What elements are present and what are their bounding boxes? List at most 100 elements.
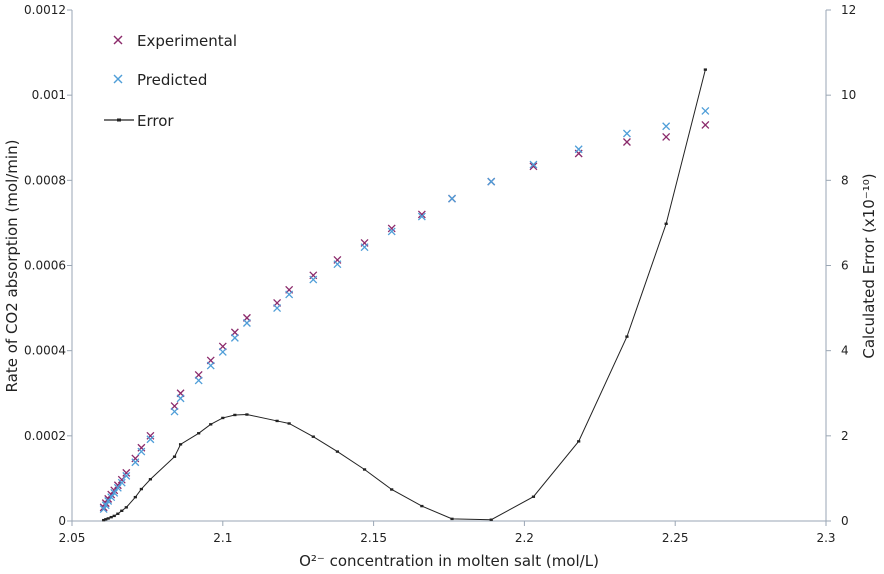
legend-label-error: Error — [137, 112, 174, 130]
error-point — [450, 517, 454, 521]
predicted-point — [206, 361, 215, 370]
experimental-point — [131, 454, 140, 463]
error-point — [116, 512, 120, 515]
predicted-point — [662, 122, 671, 131]
error-point — [148, 478, 153, 481]
experimental-point — [113, 481, 122, 490]
y2-tick-label: 2 — [841, 429, 849, 443]
error-point — [625, 335, 629, 338]
y-tick-label: 0.0004 — [24, 344, 66, 358]
experimental-point — [387, 224, 396, 233]
predicted-point — [333, 260, 342, 269]
y-tick-label: 0.0006 — [24, 259, 66, 273]
predicted-point — [273, 304, 282, 313]
predicted-point — [701, 106, 710, 115]
series-experimental — [99, 121, 710, 512]
error-point — [221, 416, 225, 420]
error-point — [197, 432, 201, 435]
predicted-point — [218, 347, 227, 356]
x-tick-label: 2.3 — [816, 531, 835, 545]
experimental-point — [146, 431, 155, 440]
experimental-point — [137, 443, 146, 452]
x-tick-label: 2.15 — [360, 531, 387, 545]
experimental-point — [701, 121, 710, 129]
x-tick-label: 2.25 — [662, 531, 689, 545]
error-point — [311, 435, 315, 438]
x-tick-label: 2.2 — [515, 531, 534, 545]
experimental-point — [110, 486, 119, 495]
legend-marker-error — [104, 118, 134, 122]
predicted-point — [101, 501, 110, 510]
error-point — [703, 68, 707, 71]
error-point — [245, 413, 249, 416]
legend-label-predicted: Predicted — [137, 71, 207, 89]
predicted-point — [122, 471, 131, 480]
experimental-point — [662, 132, 671, 141]
predicted-point — [622, 129, 631, 138]
predicted-point — [285, 290, 294, 299]
error-point — [664, 222, 668, 225]
error-point — [112, 514, 116, 518]
error-point — [139, 487, 143, 491]
error-point — [362, 468, 367, 471]
predicted-point — [487, 177, 496, 186]
y-tick-label: 0.0002 — [24, 429, 66, 443]
predicted-point — [170, 407, 179, 416]
experimental-point — [417, 210, 426, 219]
error-point — [172, 455, 177, 458]
legend: Experimental Predicted Error — [104, 32, 237, 130]
points-layer — [99, 106, 710, 514]
predicted-point — [107, 493, 116, 502]
error-point — [124, 506, 128, 509]
error-point — [178, 443, 183, 446]
error-point — [577, 440, 581, 443]
error-point — [489, 518, 493, 521]
error-point — [133, 495, 137, 499]
error-point — [287, 422, 291, 425]
error-line — [103, 69, 706, 521]
predicted-point — [360, 243, 369, 252]
predicted-point — [230, 333, 239, 342]
legend-marker-experimental — [113, 35, 123, 45]
predicted-point — [387, 227, 396, 236]
x-tick-label: 2.05 — [59, 531, 86, 545]
error-point — [233, 413, 237, 417]
predicted-point — [448, 194, 456, 203]
predicted-point — [99, 505, 108, 514]
predicted-point — [110, 488, 119, 497]
y-tick-label: 0.001 — [32, 88, 66, 102]
experimental-point — [622, 138, 631, 146]
predicted-point — [117, 478, 126, 487]
error-point — [275, 419, 279, 423]
y-tick-label: 0.0012 — [24, 3, 66, 17]
error-point — [109, 515, 113, 519]
y2-tick-label: 12 — [841, 3, 856, 17]
y2-axis-title: Calculated Error (x10⁻¹⁰) — [860, 173, 878, 358]
predicted-point — [146, 435, 155, 444]
error-point — [420, 504, 424, 508]
error-point — [106, 517, 110, 520]
y2-tick-label: 10 — [841, 88, 856, 102]
experimental-point — [122, 468, 131, 477]
predicted-point — [417, 212, 426, 221]
predicted-point — [529, 160, 538, 169]
ticks: 2.05 2.1 2.15 2.2 2.25 2.3 0 0.0002 0.0004 0.0006… — [24, 3, 856, 545]
predicted-point — [131, 458, 140, 467]
series-predicted — [99, 106, 710, 514]
y2-tick-label: 4 — [841, 344, 849, 358]
x-tick-label: 2.1 — [213, 531, 232, 545]
x-axis-title: O²⁻ concentration in molten salt (mol/L) — [299, 552, 599, 570]
error-point — [120, 509, 124, 512]
error-point — [390, 488, 394, 491]
y-tick-label: 0.0008 — [24, 173, 66, 187]
error-point — [209, 423, 213, 426]
y2-tick-label: 0 — [841, 514, 849, 528]
predicted-point — [574, 145, 583, 154]
predicted-point — [176, 394, 185, 403]
predicted-point — [309, 275, 318, 284]
y-tick-label: 0 — [58, 514, 66, 528]
legend-marker-predicted — [113, 74, 123, 84]
error-line-layer — [102, 68, 707, 522]
y2-tick-label: 8 — [841, 173, 849, 187]
